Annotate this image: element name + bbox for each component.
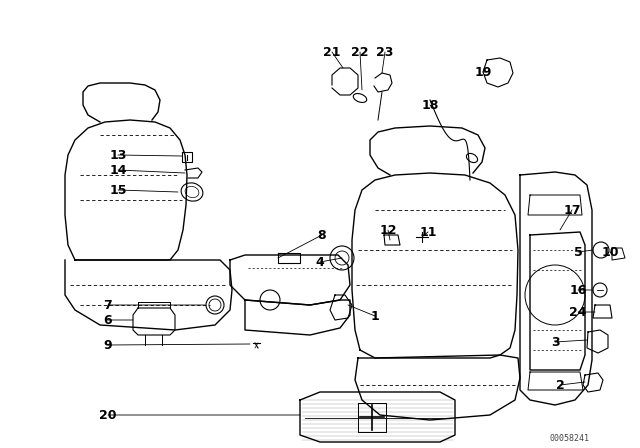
Text: 4: 4 [316,255,324,268]
Text: 22: 22 [351,46,369,59]
Text: 13: 13 [109,148,127,161]
Text: 17: 17 [563,203,580,216]
Text: 14: 14 [109,164,127,177]
Text: 19: 19 [474,65,492,78]
Text: 8: 8 [317,228,326,241]
Text: 00058241: 00058241 [550,434,590,443]
Text: 5: 5 [573,246,582,258]
Text: 7: 7 [104,298,113,311]
Text: 16: 16 [570,284,587,297]
Text: 10: 10 [601,246,619,258]
Text: 11: 11 [419,225,436,238]
Text: 1: 1 [371,310,380,323]
Text: 18: 18 [421,99,438,112]
Text: 24: 24 [569,306,587,319]
Text: 12: 12 [380,224,397,237]
Text: 9: 9 [104,339,112,352]
Text: 3: 3 [550,336,559,349]
Text: 23: 23 [376,46,394,59]
Text: 6: 6 [104,314,112,327]
Text: 15: 15 [109,184,127,197]
Text: 2: 2 [556,379,564,392]
Text: 20: 20 [99,409,116,422]
Text: 21: 21 [323,46,340,59]
